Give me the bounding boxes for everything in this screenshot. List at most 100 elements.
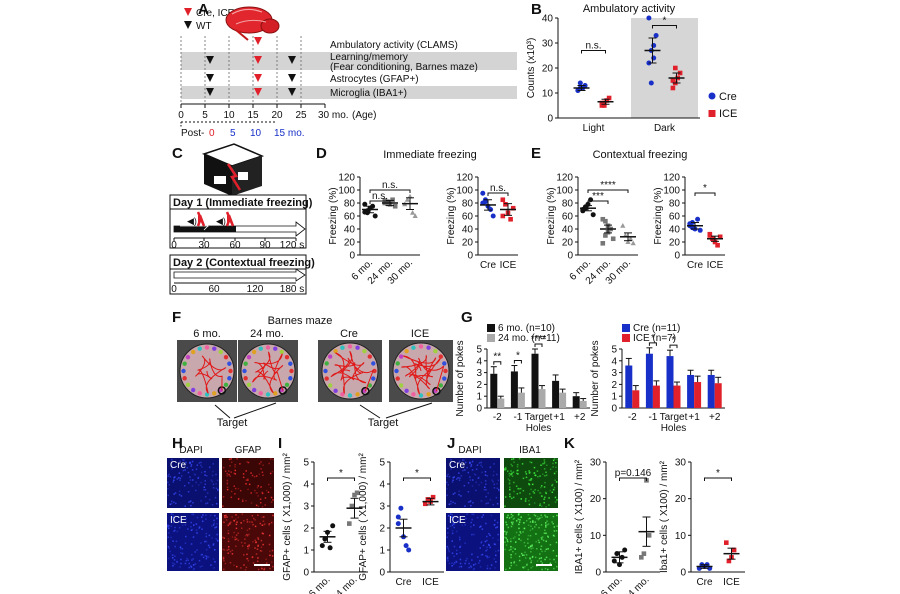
cell-signal <box>545 474 548 477</box>
maze-hole <box>404 388 409 394</box>
data-point <box>617 562 622 568</box>
maze-hole <box>398 383 404 388</box>
data-point <box>480 190 486 196</box>
cell-signal <box>227 537 230 540</box>
cell-signal <box>244 538 246 540</box>
data-point <box>600 241 606 246</box>
y-tick-label: 4 <box>379 480 385 491</box>
maze-hole <box>279 349 285 355</box>
data-point <box>406 547 412 553</box>
data-point <box>653 33 659 38</box>
cell-signal <box>470 504 472 507</box>
cell-signal <box>512 496 515 499</box>
cell-signal <box>185 517 187 520</box>
cell-signal <box>455 561 458 563</box>
cell-signal <box>168 473 170 476</box>
maze-hole <box>190 387 196 393</box>
cell-signal <box>487 502 489 504</box>
maze-label-ice: ICE <box>411 328 429 340</box>
cell-signal <box>270 501 273 503</box>
cell-signal <box>460 475 462 477</box>
cell-signal <box>511 523 514 525</box>
cell-signal <box>248 544 250 546</box>
cell-signal <box>517 518 520 520</box>
data-point <box>620 222 626 228</box>
x-axis-title: Holes <box>661 423 687 434</box>
cell-signal <box>536 470 539 472</box>
target-label-left: Target <box>217 417 248 429</box>
cell-signal <box>534 474 536 476</box>
x-tick-label: Target <box>525 412 553 423</box>
cell-signal <box>203 489 205 491</box>
maze-label-cre: Cre <box>340 328 358 340</box>
h-row-cre: Cre <box>170 460 187 471</box>
cell-signal <box>446 527 449 530</box>
shock-icon <box>196 211 206 227</box>
cell-signal <box>512 518 515 520</box>
cell-signal <box>485 502 488 505</box>
y-tick-label: 20 <box>675 494 687 505</box>
y-tick-label: 20 <box>562 238 574 249</box>
cell-signal <box>182 469 185 472</box>
cell-signal <box>490 514 493 517</box>
cell-signal <box>259 498 262 501</box>
cell-signal <box>533 502 536 504</box>
cell-signal <box>242 498 244 501</box>
cell-signal <box>479 526 481 528</box>
cell-signal <box>509 567 511 569</box>
cell-signal <box>468 562 470 565</box>
cell-signal <box>553 530 556 532</box>
sig-bracket <box>327 477 355 481</box>
cell-signal <box>479 566 482 568</box>
data-point <box>646 533 652 538</box>
cell-signal <box>223 515 226 517</box>
cell-signal <box>551 484 553 487</box>
maze-hole <box>340 345 345 350</box>
cell-signal <box>255 504 258 507</box>
data-point <box>362 201 368 207</box>
sig-bracket <box>369 200 391 204</box>
fear-chamber-icon <box>201 143 265 196</box>
cell-signal <box>447 532 449 534</box>
y-tick-label: 0 <box>611 404 617 415</box>
cell-signal <box>167 525 169 528</box>
maze-hole <box>433 348 438 354</box>
maze-hole <box>185 354 191 360</box>
cell-signal <box>239 489 242 492</box>
cell-signal <box>546 516 549 518</box>
cell-signal <box>493 487 496 489</box>
legend-swatch <box>622 334 630 342</box>
cell-signal <box>450 465 452 468</box>
x-tick-label: Target <box>660 412 688 423</box>
y-tick-label: 30 <box>675 458 687 469</box>
cell-signal <box>549 558 551 561</box>
cell-signal <box>227 473 230 476</box>
bar <box>714 383 722 408</box>
y-tick-label: 120 <box>338 173 355 184</box>
cell-signal <box>482 544 485 547</box>
cell-signal <box>506 531 508 533</box>
cell-signal <box>173 465 176 468</box>
cell-signal <box>504 469 506 471</box>
cell-signal <box>510 473 512 475</box>
cell-signal <box>555 470 558 473</box>
cell-signal <box>527 568 530 571</box>
cell-signal <box>546 520 548 522</box>
cell-signal <box>222 548 224 551</box>
cell-signal <box>450 516 452 518</box>
cell-signal <box>458 494 460 496</box>
cell-signal <box>222 466 225 469</box>
cell-signal <box>190 543 193 545</box>
cell-signal <box>555 466 557 469</box>
legend-swatch <box>622 324 630 332</box>
day1-tick: 120 s <box>280 240 304 251</box>
cell-signal <box>460 565 463 568</box>
cell-signal <box>173 519 175 522</box>
cell-signal <box>458 460 461 462</box>
data-point <box>651 43 657 48</box>
cell-signal <box>509 493 511 496</box>
cell-signal <box>497 539 500 541</box>
cell-signal <box>171 461 173 463</box>
legend-cre-marker <box>708 92 716 100</box>
